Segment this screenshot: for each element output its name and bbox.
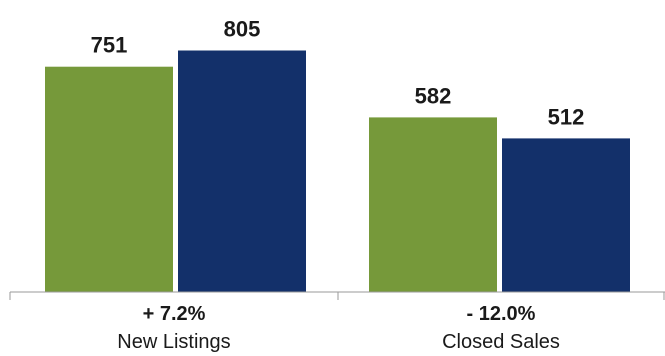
change-label-closed-sales: - 12.0%	[467, 303, 536, 325]
bar-closed-sales-series-1	[369, 117, 497, 293]
value-label-closed-sales-series-2: 512	[548, 104, 585, 129]
bars-group	[45, 50, 630, 293]
bar-new-listings-series-1	[45, 66, 173, 292]
value-labels-group: 751 805 582 512	[91, 17, 585, 130]
category-label-closed-sales: Closed Sales	[442, 331, 560, 353]
value-label-closed-sales-series-1: 582	[415, 83, 452, 108]
bar-new-listings-series-2	[178, 50, 306, 292]
change-label-new-listings: + 7.2%	[143, 303, 206, 325]
category-label-new-listings: New Listings	[117, 331, 230, 353]
value-label-new-listings-series-1: 751	[91, 33, 128, 58]
value-label-new-listings-series-2: 805	[224, 17, 261, 42]
bar-closed-sales-series-2	[502, 138, 630, 292]
